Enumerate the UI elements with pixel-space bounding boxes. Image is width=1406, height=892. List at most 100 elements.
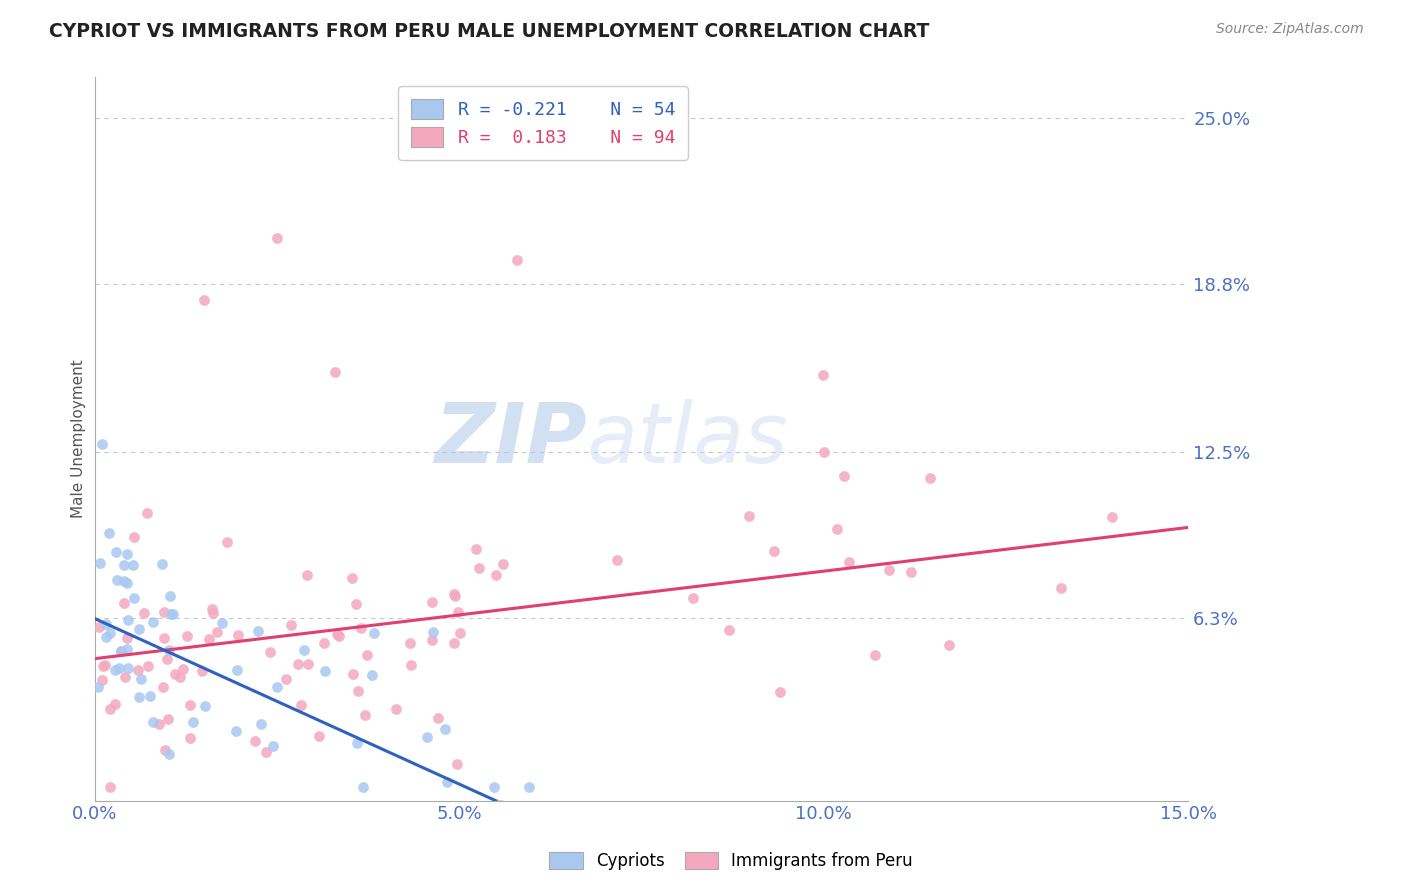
Point <box>127 663 149 677</box>
Point <box>104 697 127 711</box>
Point <box>266 680 288 694</box>
Point <box>142 715 165 730</box>
Point <box>198 632 221 646</box>
Point <box>138 690 160 704</box>
Text: atlas: atlas <box>586 399 789 480</box>
Point <box>446 757 468 772</box>
Point <box>132 607 155 621</box>
Point <box>832 469 855 483</box>
Point <box>169 670 191 684</box>
Point <box>156 652 179 666</box>
Point <box>422 595 444 609</box>
Point <box>492 557 515 571</box>
Point <box>115 575 138 590</box>
Point <box>87 620 110 634</box>
Point <box>117 547 139 561</box>
Point <box>399 635 422 649</box>
Point <box>163 667 186 681</box>
Point <box>920 470 942 484</box>
Point <box>247 624 270 638</box>
Point <box>352 780 374 795</box>
Point <box>228 628 250 642</box>
Point <box>434 722 457 736</box>
Point <box>877 563 900 577</box>
Point <box>464 541 486 556</box>
Point <box>243 734 266 748</box>
Text: Source: ZipAtlas.com: Source: ZipAtlas.com <box>1216 22 1364 37</box>
Point <box>718 623 741 637</box>
Point <box>225 663 247 677</box>
Point <box>290 698 312 713</box>
Point <box>443 636 465 650</box>
Point <box>769 685 792 699</box>
Point <box>259 644 281 658</box>
Point <box>280 617 302 632</box>
Point <box>737 509 759 524</box>
Point <box>157 712 180 726</box>
Point <box>162 607 184 621</box>
Point <box>108 661 131 675</box>
Point <box>254 745 277 759</box>
Point <box>124 591 146 606</box>
Point <box>422 625 444 640</box>
Point <box>353 707 375 722</box>
Point <box>323 365 346 379</box>
Point <box>482 780 505 795</box>
Point <box>467 560 489 574</box>
Point <box>193 293 215 307</box>
Text: ZIP: ZIP <box>434 399 586 480</box>
Point <box>225 723 247 738</box>
Point <box>202 606 225 620</box>
Point <box>347 683 370 698</box>
Point <box>360 667 382 681</box>
Point <box>384 702 406 716</box>
Point <box>762 544 785 558</box>
Point <box>152 680 174 694</box>
Point <box>813 445 835 459</box>
Point <box>314 636 336 650</box>
Point <box>100 702 122 716</box>
Point <box>128 690 150 704</box>
Point <box>114 669 136 683</box>
Point <box>444 589 467 603</box>
Point <box>89 556 111 570</box>
Point <box>211 615 233 630</box>
Point <box>485 568 508 582</box>
Point <box>342 571 364 585</box>
Point <box>153 605 176 619</box>
Point <box>399 658 422 673</box>
Point <box>115 631 138 645</box>
Point <box>121 558 143 572</box>
Point <box>191 664 214 678</box>
Text: CYPRIOT VS IMMIGRANTS FROM PERU MALE UNEMPLOYMENT CORRELATION CHART: CYPRIOT VS IMMIGRANTS FROM PERU MALE UNE… <box>49 22 929 41</box>
Point <box>292 643 315 657</box>
Point <box>274 672 297 686</box>
Point <box>443 587 465 601</box>
Point <box>105 544 128 558</box>
Point <box>157 747 180 761</box>
Point <box>201 602 224 616</box>
Point <box>328 629 350 643</box>
Point <box>112 558 135 572</box>
Point <box>179 698 201 713</box>
Point <box>104 663 127 677</box>
Point <box>517 780 540 795</box>
Point <box>314 665 336 679</box>
Y-axis label: Male Unemployment: Male Unemployment <box>72 359 86 518</box>
Point <box>363 626 385 640</box>
Point <box>506 252 529 267</box>
Point <box>136 506 159 520</box>
Point <box>87 680 110 694</box>
Point <box>150 557 173 571</box>
Point <box>117 661 139 675</box>
Point <box>172 662 194 676</box>
Point <box>346 597 368 611</box>
Point <box>136 659 159 673</box>
Point <box>249 716 271 731</box>
Point <box>112 596 135 610</box>
Point <box>217 534 239 549</box>
Point <box>153 742 176 756</box>
Point <box>110 644 132 658</box>
Point <box>112 574 135 589</box>
Point <box>153 632 176 646</box>
